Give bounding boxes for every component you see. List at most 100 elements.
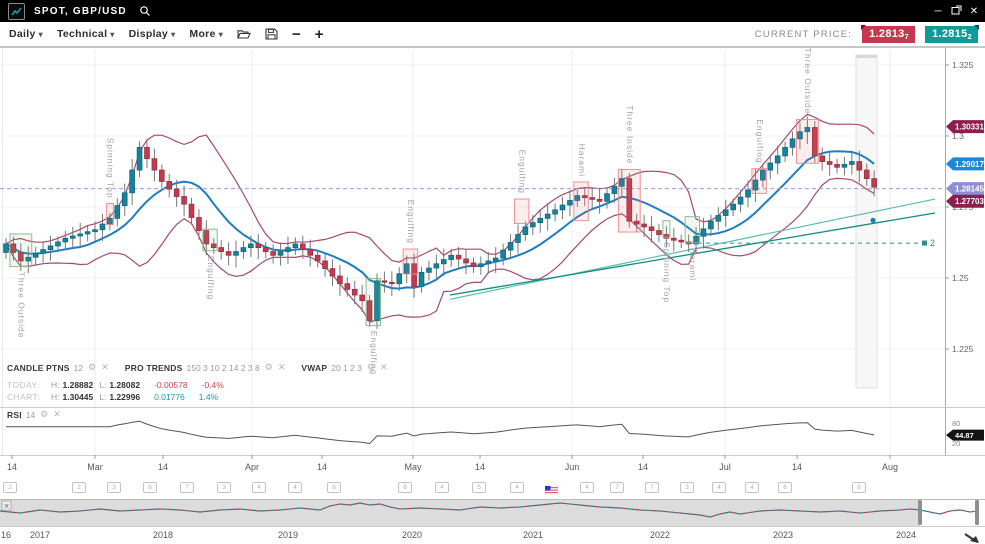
candle xyxy=(344,283,351,290)
ask-price-box[interactable]: 1.28152 xyxy=(925,24,979,43)
event-badge[interactable]: 6 xyxy=(852,482,866,493)
current-price-label: CURRENT PRICE: xyxy=(754,28,853,40)
pattern-box xyxy=(105,203,114,226)
candle xyxy=(537,217,544,224)
chevron-down-icon: ▾ xyxy=(218,30,224,39)
close-icon[interactable]: ✕ xyxy=(380,362,388,372)
candle xyxy=(173,188,180,197)
navigator-handle[interactable] xyxy=(918,500,922,525)
event-badge[interactable]: 4 xyxy=(712,482,726,493)
svg-text:1.29017: 1.29017 xyxy=(955,160,984,169)
candle xyxy=(299,243,306,250)
navigator-close-icon[interactable]: ✕ xyxy=(1,500,12,511)
navigator-masked-area[interactable] xyxy=(0,499,985,526)
bid-pin-icon xyxy=(861,24,867,30)
candle xyxy=(530,222,536,228)
candle xyxy=(114,205,121,219)
candle xyxy=(730,203,736,211)
candle xyxy=(374,280,380,321)
bid-price-box[interactable]: 1.28137 xyxy=(861,24,916,43)
zoom-out-button[interactable]: − xyxy=(292,25,301,43)
candle xyxy=(18,252,24,262)
bollinger-lower xyxy=(5,177,875,323)
candle xyxy=(307,249,314,256)
event-badge[interactable]: 2 xyxy=(72,482,86,493)
ask-pin-icon xyxy=(974,24,979,30)
event-badge[interactable]: 6 xyxy=(143,482,157,493)
svg-text:2017: 2017 xyxy=(30,530,50,540)
gear-icon[interactable]: ⚙ xyxy=(40,409,49,419)
svg-text:1.30331: 1.30331 xyxy=(955,123,984,132)
candle xyxy=(107,217,113,225)
event-badge[interactable]: 4 xyxy=(745,482,759,493)
svg-text:14: 14 xyxy=(7,462,17,472)
event-badge[interactable]: 6 xyxy=(327,482,341,493)
pattern-box xyxy=(365,278,381,327)
event-badge[interactable]: 5 xyxy=(472,482,486,493)
event-badge[interactable]: 4 xyxy=(252,482,266,493)
candle xyxy=(834,163,840,168)
svg-text:80: 80 xyxy=(952,419,960,428)
menu-daily[interactable]: Daily ▾ xyxy=(9,28,43,40)
event-badge[interactable]: 3 xyxy=(217,482,231,493)
close-button[interactable]: ✕ xyxy=(969,5,979,17)
candle xyxy=(55,241,61,247)
close-icon[interactable]: ✕ xyxy=(101,362,109,372)
candle xyxy=(581,195,588,199)
svg-text:Spinning Top: Spinning Top xyxy=(106,138,116,199)
resize-arrow-icon[interactable] xyxy=(964,533,979,543)
close-icon[interactable]: ✕ xyxy=(53,409,61,419)
menu-technical[interactable]: Technical ▾ xyxy=(56,28,115,40)
open-folder-icon[interactable] xyxy=(237,28,251,40)
candle xyxy=(396,273,403,285)
candle xyxy=(329,268,336,277)
pattern-box xyxy=(402,248,419,275)
chevron-down-icon: ▾ xyxy=(38,30,43,39)
close-icon[interactable]: ✕ xyxy=(277,362,286,372)
event-badge[interactable]: 7 xyxy=(180,482,194,493)
event-badge[interactable]: 3 xyxy=(680,482,694,493)
gear-icon[interactable]: ⚙ xyxy=(88,362,97,372)
event-badge[interactable]: 4 xyxy=(435,482,449,493)
save-icon[interactable] xyxy=(265,28,278,40)
instrument-title: SPOT, GBP/USD xyxy=(34,5,127,17)
event-badge[interactable]: 2 xyxy=(3,482,17,493)
search-icon[interactable] xyxy=(139,5,151,17)
chevron-down-icon: ▾ xyxy=(110,30,115,39)
candle xyxy=(255,243,262,249)
event-badge[interactable]: 6 xyxy=(778,482,792,493)
event-badge[interactable]: 7 xyxy=(610,482,624,493)
event-badge[interactable]: 4 xyxy=(510,482,524,493)
candle xyxy=(626,178,633,222)
popout-button[interactable] xyxy=(949,5,963,18)
navigator-handle[interactable] xyxy=(975,500,979,525)
gear-icon[interactable]: ⚙ xyxy=(366,362,376,372)
event-badge[interactable]: 4 xyxy=(288,482,302,493)
menu-more[interactable]: More ▾ xyxy=(189,28,224,40)
candle xyxy=(314,254,321,262)
gear-icon[interactable]: ⚙ xyxy=(264,362,273,372)
app-logo-icon xyxy=(8,2,25,20)
candle xyxy=(604,193,610,202)
event-badge[interactable]: 6 xyxy=(398,482,412,493)
candle xyxy=(841,163,848,168)
candle xyxy=(826,161,833,165)
svg-text:16: 16 xyxy=(1,530,11,540)
event-badge[interactable]: 4 xyxy=(580,482,594,493)
event-badge[interactable]: 3 xyxy=(107,482,121,493)
menu-display[interactable]: Display ▾ xyxy=(128,28,176,40)
event-badge[interactable]: 7 xyxy=(645,482,659,493)
bollinger-upper xyxy=(5,113,875,263)
navigator-selection[interactable] xyxy=(920,499,977,526)
svg-text:Jun: Jun xyxy=(565,462,580,472)
us-flag-icon[interactable] xyxy=(544,482,559,500)
zoom-in-button[interactable]: + xyxy=(314,25,324,43)
candle xyxy=(760,169,766,181)
rsi-legend: RSI xyxy=(7,409,22,420)
minimize-button[interactable]: ─ xyxy=(934,5,942,17)
pattern-box xyxy=(662,220,671,238)
pattern-box xyxy=(684,216,701,244)
candle xyxy=(767,162,774,171)
svg-text:14: 14 xyxy=(792,462,802,472)
